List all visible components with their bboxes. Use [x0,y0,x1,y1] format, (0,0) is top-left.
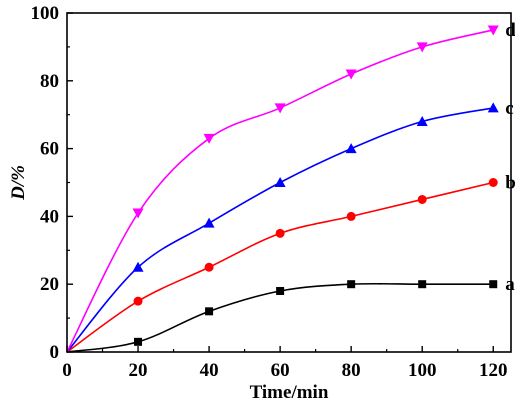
series-a-point [205,307,214,316]
series-a-point [489,280,498,289]
series-b-point [133,296,143,306]
series-b-point [417,194,427,204]
series-a-label: a [505,274,515,295]
series-c-point [487,102,499,113]
x-axis-title: Time/min [250,382,329,403]
series-d-point [132,208,144,219]
series-d-point [203,133,215,144]
series-d-line [66,29,494,353]
series-a-point [134,337,143,346]
series-b-point [204,262,214,272]
x-tick-label: 60 [271,360,290,381]
series-b-line [66,181,494,353]
series-b-label: b [505,173,515,194]
series-c-point [132,261,144,272]
x-tick-label: 120 [479,360,508,381]
series-b-point [346,211,356,221]
series-b-point [275,228,285,238]
plot-frame [66,12,512,353]
y-tick-label: 80 [40,71,59,92]
x-tick-label: 80 [342,360,361,381]
series-c-label: c [505,98,513,119]
series-d-point [274,103,286,114]
series-c-point [416,115,428,126]
series-a-point [418,280,427,289]
series-d: d [66,20,515,353]
series-c-point [345,143,357,154]
series-c: c [66,98,514,353]
y-tick-label: 20 [40,274,59,295]
y-tick-label: 60 [40,139,59,160]
x-tick-label: 100 [408,360,437,381]
series-b: b [66,173,515,353]
series-c-point [274,177,286,187]
series-d-label: d [505,20,515,41]
series-d-point [487,25,499,36]
y-axis-title: D/% [8,165,29,201]
y-tick-label: 0 [50,342,60,363]
series-d-point [416,42,428,53]
series-a-point [276,286,285,295]
series-a-point [347,280,356,289]
plot-area: a b c d [66,20,515,353]
tick-labels: 0 20 40 60 80 100 120 0 20 40 60 80 100 [31,3,508,381]
series-b-point [488,178,498,187]
y-tick-label: 40 [40,206,59,227]
series-a: a [66,274,515,353]
x-tick-label: 20 [129,360,148,381]
series-c-point [203,217,215,228]
x-tick-label: 40 [200,360,219,381]
series-d-point [345,69,357,80]
y-tick-label: 100 [31,3,60,24]
x-tick-label: 0 [62,360,72,381]
